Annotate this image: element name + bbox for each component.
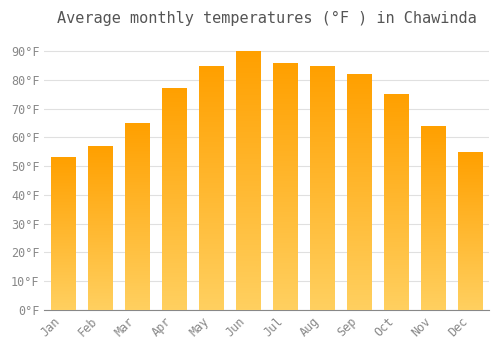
Title: Average monthly temperatures (°F ) in Chawinda: Average monthly temperatures (°F ) in Ch… [57, 11, 476, 26]
